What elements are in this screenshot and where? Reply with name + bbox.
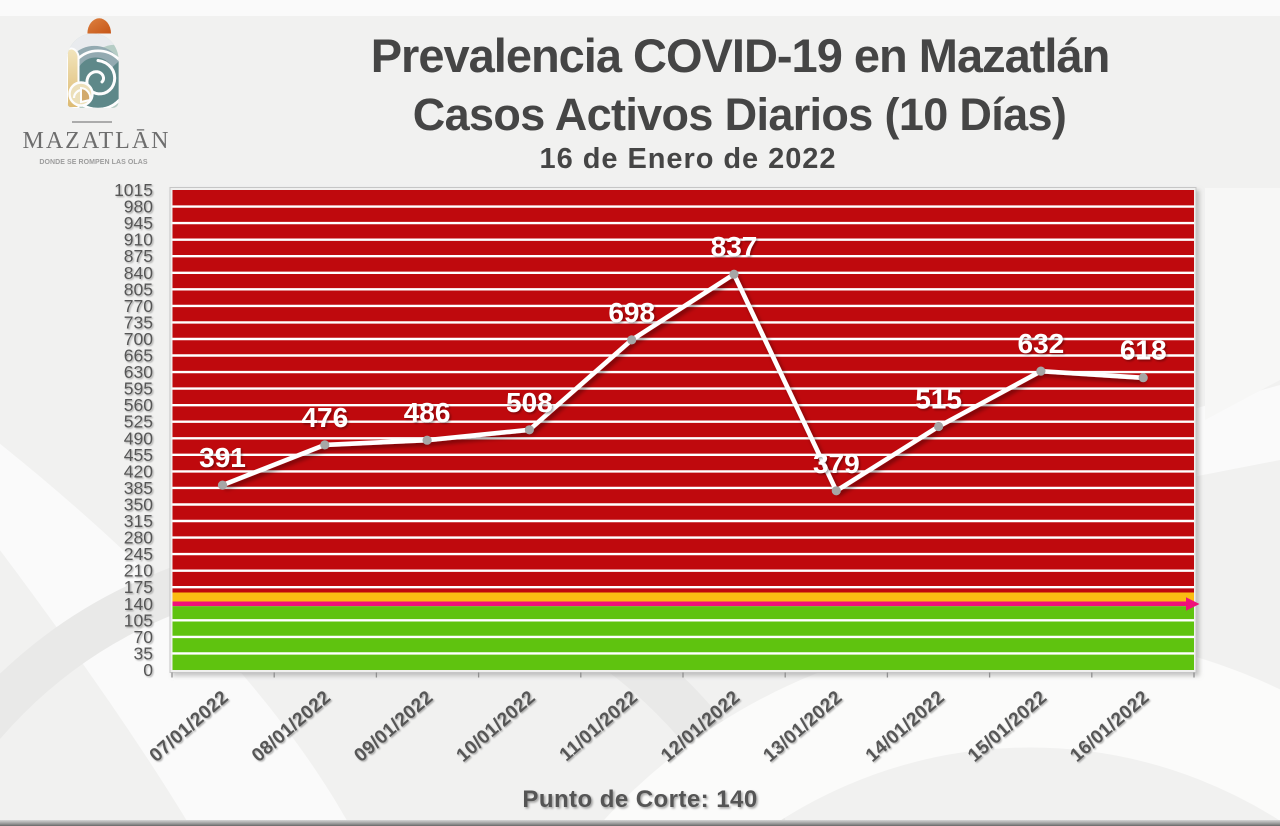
- svg-text:837: 837: [711, 231, 758, 262]
- svg-text:315: 315: [124, 511, 153, 531]
- svg-text:618: 618: [1120, 335, 1167, 366]
- svg-text:632: 632: [1018, 328, 1065, 359]
- svg-text:385: 385: [124, 478, 153, 498]
- svg-text:770: 770: [124, 296, 153, 316]
- svg-text:875: 875: [124, 246, 153, 266]
- svg-text:910: 910: [124, 230, 153, 250]
- svg-text:350: 350: [124, 495, 153, 515]
- svg-text:698: 698: [608, 297, 655, 328]
- svg-text:210: 210: [124, 561, 153, 581]
- svg-text:805: 805: [124, 279, 153, 299]
- svg-text:12/01/2022: 12/01/2022: [657, 687, 744, 767]
- svg-text:980: 980: [124, 197, 153, 217]
- svg-text:486: 486: [404, 397, 451, 428]
- svg-text:379: 379: [813, 448, 860, 479]
- svg-text:280: 280: [124, 528, 153, 548]
- svg-text:490: 490: [124, 428, 153, 448]
- svg-text:14/01/2022: 14/01/2022: [862, 687, 949, 767]
- svg-text:525: 525: [124, 412, 153, 432]
- svg-text:665: 665: [124, 346, 153, 366]
- svg-text:11/01/2022: 11/01/2022: [556, 687, 642, 766]
- svg-text:09/01/2022: 09/01/2022: [350, 687, 437, 767]
- svg-text:140: 140: [124, 594, 153, 614]
- svg-text:245: 245: [124, 544, 153, 564]
- svg-text:560: 560: [124, 395, 153, 415]
- svg-text:455: 455: [124, 445, 153, 465]
- svg-text:700: 700: [124, 329, 153, 349]
- svg-text:07/01/2022: 07/01/2022: [146, 687, 233, 767]
- svg-text:735: 735: [124, 312, 153, 332]
- svg-text:35: 35: [134, 643, 153, 663]
- svg-text:420: 420: [124, 461, 153, 481]
- svg-text:10/01/2022: 10/01/2022: [453, 687, 540, 767]
- svg-text:175: 175: [124, 577, 153, 597]
- svg-text:15/01/2022: 15/01/2022: [964, 687, 1051, 767]
- svg-text:391: 391: [199, 442, 246, 473]
- svg-text:595: 595: [124, 379, 153, 399]
- svg-text:630: 630: [124, 362, 153, 382]
- svg-text:1015: 1015: [114, 180, 153, 200]
- svg-text:08/01/2022: 08/01/2022: [248, 687, 335, 767]
- svg-text:16/01/2022: 16/01/2022: [1066, 687, 1153, 767]
- svg-text:515: 515: [915, 384, 962, 415]
- svg-text:945: 945: [124, 213, 153, 233]
- svg-text:70: 70: [134, 627, 154, 647]
- svg-text:0: 0: [143, 660, 153, 680]
- svg-text:105: 105: [124, 610, 153, 630]
- svg-text:476: 476: [301, 402, 348, 433]
- svg-text:840: 840: [124, 263, 153, 283]
- svg-text:13/01/2022: 13/01/2022: [760, 687, 847, 767]
- svg-text:508: 508: [506, 387, 553, 418]
